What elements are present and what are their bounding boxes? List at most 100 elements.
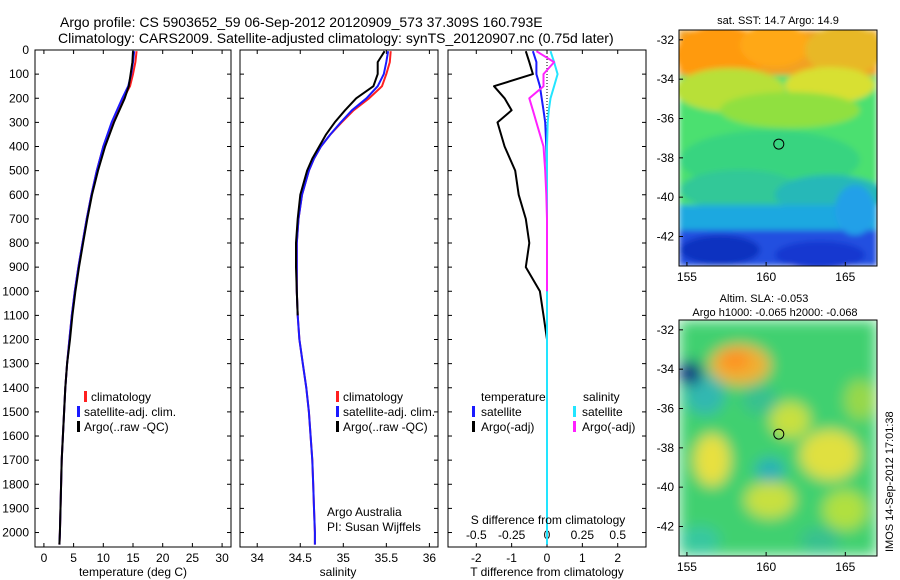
temperature-xlabel: temperature (deg C) <box>79 565 187 579</box>
x-tick-label: -2 <box>471 551 482 565</box>
x-tick-label: 20 <box>156 551 170 565</box>
x-tick-label: 0 <box>544 551 551 565</box>
legend-swatch-s-argo <box>573 421 576 432</box>
legend-label-s-satellite: satellite <box>582 405 623 419</box>
map-y-tick-label: -36 <box>657 112 675 126</box>
sla-map-title-line2: Argo h1000: -0.065 h2000: -0.068 <box>692 307 857 319</box>
map-x-tick-label: 160 <box>756 560 776 574</box>
legend-label-climatology: climatology <box>343 390 403 404</box>
temperature-legend: climatology satellite-adj. clim. Argo(..… <box>77 390 176 434</box>
sla-map-title-line1: Altim. SLA: -0.053 <box>720 293 809 305</box>
legend-swatch-climatology <box>336 391 339 402</box>
x-tick-label: 2 <box>614 551 621 565</box>
map-y-tick-label: -38 <box>657 441 675 455</box>
s-tick-label: 0.5 <box>609 528 626 542</box>
y-tick-label: 500 <box>9 164 29 178</box>
s-tick-label: 0.25 <box>571 528 595 542</box>
temperature-axes-frame <box>34 49 232 548</box>
legend-swatch-satellite <box>77 406 80 417</box>
legend-swatch-s-satellite <box>573 406 576 417</box>
sla-heatmap <box>679 320 877 556</box>
map-x-tick-label: 165 <box>835 270 855 284</box>
x-tick-label: 0 <box>41 551 48 565</box>
s-tick-label: -0.25 <box>498 528 526 542</box>
figure-title-line2: Climatology: CARS2009. Satellite-adjuste… <box>58 30 614 46</box>
sst-map-panel: sat. SST: 14.7 Argo: 14.9 <box>657 15 878 284</box>
x-tick-label: 35.5 <box>375 551 399 565</box>
map-y-tick-label: -32 <box>657 33 675 47</box>
y-tick-label: 700 <box>9 212 29 226</box>
y-tick-label: 100 <box>9 67 29 81</box>
salinity-annotation-line1: Argo Australia <box>327 505 402 519</box>
legend-swatch-argo <box>77 421 80 432</box>
x-tick-label: 5 <box>70 551 77 565</box>
float-location-marker <box>773 428 785 440</box>
legend-label-climatology: climatology <box>91 390 151 404</box>
map-y-tick-label: -32 <box>657 323 675 337</box>
y-tick-label: 1200 <box>2 333 29 347</box>
x-tick-label: 35 <box>337 551 351 565</box>
sst-map-title: sat. SST: 14.7 Argo: 14.9 <box>717 15 839 27</box>
legend-swatch-climatology <box>84 391 87 402</box>
series-line-argo-raw-qc- <box>295 50 386 316</box>
y-tick-label: 900 <box>9 260 29 274</box>
salinity-annotation-line2: PI: Susan Wijffels <box>327 520 421 534</box>
legend-label-argo: Argo(..raw -QC) <box>84 420 169 434</box>
legend-label-satellite: satellite-adj. clim. <box>343 405 435 419</box>
figure-title-line1: Argo profile: CS 5903652_59 06-Sep-2012 … <box>60 14 543 30</box>
y-tick-label: 1100 <box>3 308 29 322</box>
imos-watermark: IMOS 14-Sep-2012 17:01:38 <box>884 411 896 552</box>
legend-swatch-argo <box>336 421 339 432</box>
legend-swatch-satellite <box>336 406 339 417</box>
y-tick-label: 1700 <box>2 453 29 467</box>
legend-label-t-argo: Argo(-adj) <box>481 420 534 434</box>
x-tick-label: 15 <box>126 551 140 565</box>
y-tick-label: 1400 <box>2 381 29 395</box>
y-tick-label: 200 <box>9 91 29 105</box>
map-y-tick-label: -36 <box>657 402 675 416</box>
series-line-s-argo-adj- <box>528 50 556 292</box>
x-tick-label: 10 <box>97 551 111 565</box>
y-tick-label: 1500 <box>2 405 29 419</box>
float-location-marker <box>773 138 785 150</box>
y-tick-label: 2000 <box>2 526 29 540</box>
y-tick-label: 400 <box>9 140 29 154</box>
y-tick-label: 1000 <box>2 284 29 298</box>
temperature-panel: 0100200300400500600700800900100011001200… <box>2 43 232 579</box>
sla-map-panel: Altim. SLA: -0.053 Argo h1000: -0.065 h2… <box>657 293 878 574</box>
map-y-tick-label: -42 <box>657 520 675 534</box>
x-tick-label: -1 <box>506 551 517 565</box>
salinity-xlabel: salinity <box>320 565 357 579</box>
salinity-axes-frame <box>239 49 439 548</box>
map-y-tick-label: -34 <box>657 72 675 86</box>
map-y-tick-label: -34 <box>657 362 675 376</box>
x-tick-label: 36 <box>423 551 437 565</box>
map-y-tick-label: -40 <box>657 190 675 204</box>
y-tick-label: 1800 <box>2 477 29 491</box>
salinity-panel: 34 34.5 35 35.5 36 salinity climatology sate… <box>239 49 439 579</box>
x-tick-label: 30 <box>215 551 229 565</box>
legend-label-t-satellite: satellite <box>481 405 522 419</box>
salinity-legend: climatology satellite-adj. clim. Argo(..… <box>336 390 435 434</box>
map-y-tick-label: -38 <box>657 151 675 165</box>
legend-swatch-t-argo <box>472 421 475 432</box>
map-x-tick-label: 160 <box>756 270 776 284</box>
y-tick-label: 1600 <box>2 429 29 443</box>
legend-swatch-t-satellite <box>472 406 475 417</box>
x-tick-label: 1 <box>579 551 586 565</box>
sst-heatmap <box>679 30 877 266</box>
legend-label-s-argo: Argo(-adj) <box>582 420 635 434</box>
series-line-argo-raw-qc- <box>58 51 134 545</box>
y-tick-label: 0 <box>22 43 29 57</box>
x-tick-label: 25 <box>186 551 200 565</box>
legend-label-argo: Argo(..raw -QC) <box>343 420 428 434</box>
sst-map-frame <box>678 29 878 267</box>
difference-top-xlabel: S difference from climatology <box>471 513 626 527</box>
map-x-tick-label: 155 <box>677 560 697 574</box>
y-tick-label: 600 <box>9 188 29 202</box>
difference-panel: -2 -1 0 1 2 -0.5 -0.25 0 0.25 0.5 T difference f… <box>447 49 647 579</box>
sla-map-frame <box>678 319 878 557</box>
map-x-tick-label: 155 <box>677 270 697 284</box>
y-tick-label: 1300 <box>2 357 29 371</box>
